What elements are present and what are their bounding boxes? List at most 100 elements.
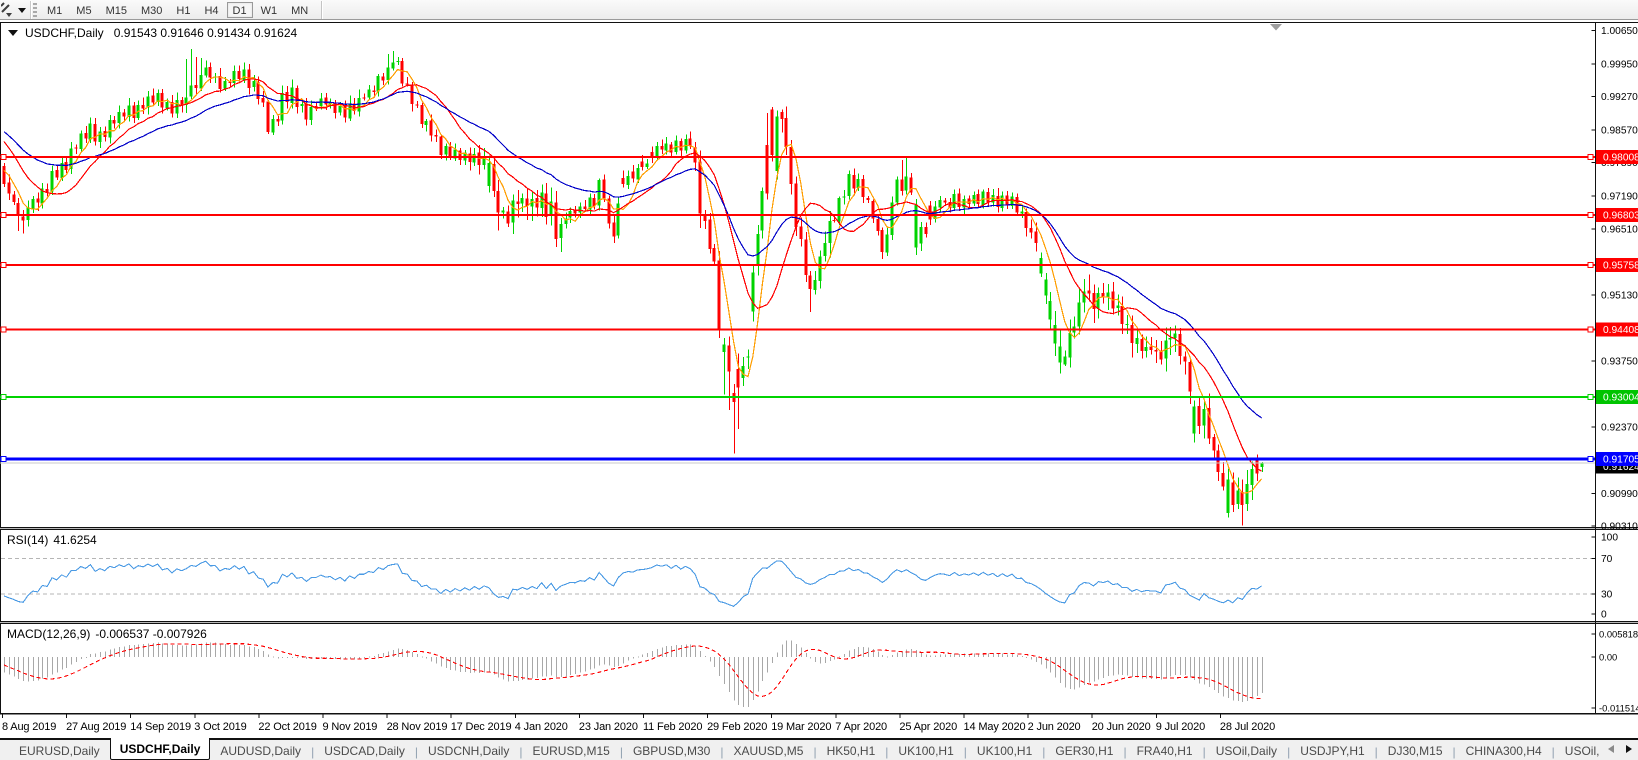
tab-symbol[interactable]: GER30,H1 bbox=[1055, 744, 1114, 758]
timeframe-button-m30[interactable]: M30 bbox=[140, 4, 163, 17]
date-axis-label[interactable]: 14 May 2020 bbox=[964, 721, 1026, 733]
timeframe-button-m15[interactable]: M15 bbox=[105, 4, 127, 17]
tabs-scroll-right-icon[interactable] bbox=[1626, 745, 1632, 753]
chart-shift-marker-icon[interactable] bbox=[1270, 24, 1282, 31]
macd-bar bbox=[479, 657, 480, 674]
candle-body bbox=[813, 279, 817, 290]
macd-bar bbox=[1122, 657, 1123, 676]
macd-bar bbox=[273, 656, 274, 658]
date-axis-label[interactable]: 28 Nov 2019 bbox=[387, 721, 448, 733]
macd-bar bbox=[494, 657, 495, 675]
timeframe-button-m5[interactable]: M5 bbox=[76, 4, 92, 17]
macd-bar bbox=[369, 656, 370, 658]
macd-bar bbox=[585, 657, 586, 672]
macd-scale-label: 0.005818 bbox=[1599, 629, 1638, 640]
candle-body bbox=[506, 211, 510, 224]
candle-body bbox=[938, 199, 942, 208]
candle-body bbox=[242, 69, 246, 81]
tab-symbol[interactable]: UK100,H1 bbox=[898, 744, 954, 758]
candle-body bbox=[184, 97, 188, 106]
chart-background[interactable] bbox=[0, 20, 1638, 740]
hline-handle[interactable] bbox=[0, 456, 7, 463]
tab-symbol[interactable]: DJ30,M15 bbox=[1387, 744, 1443, 758]
tab-symbol[interactable]: USOil,H bbox=[1564, 744, 1600, 758]
date-axis-label[interactable]: 11 Feb 2020 bbox=[643, 721, 702, 733]
hline-handle[interactable] bbox=[1587, 326, 1594, 333]
date-axis-label[interactable]: 29 Feb 2020 bbox=[707, 721, 767, 733]
date-axis-label[interactable]: 22 Oct 2019 bbox=[258, 721, 316, 733]
hline-handle[interactable] bbox=[0, 211, 7, 218]
date-axis-label[interactable]: 9 Jul 2020 bbox=[1156, 721, 1205, 733]
chart-cursor-icon[interactable] bbox=[1, 1, 15, 18]
candle-body bbox=[712, 248, 716, 262]
timeframe-button-h1[interactable]: H1 bbox=[176, 4, 191, 17]
macd-bar bbox=[623, 657, 624, 664]
candle-body bbox=[564, 218, 568, 224]
tab-symbol[interactable]: USOil,Daily bbox=[1215, 744, 1278, 758]
tab-symbol[interactable]: FRA40,H1 bbox=[1136, 744, 1193, 758]
timeframe-button-mn[interactable]: MN bbox=[291, 4, 309, 17]
tab-symbol[interactable]: GBPUSD,M30 bbox=[632, 744, 711, 758]
macd-bar bbox=[801, 647, 802, 658]
hline-handle[interactable] bbox=[0, 326, 7, 333]
candle-body bbox=[756, 234, 760, 266]
panel-separator[interactable] bbox=[0, 621, 1638, 622]
hline-handle[interactable] bbox=[0, 261, 7, 268]
date-axis-label[interactable]: 19 Mar 2020 bbox=[771, 721, 831, 733]
date-axis-label[interactable]: 4 Jan 2020 bbox=[515, 721, 568, 733]
chart-canvas[interactable]: 1.006500.999500.992700.985700.978900.971… bbox=[0, 0, 1638, 740]
tab-symbol[interactable]: EURUSD,M15 bbox=[532, 744, 610, 758]
candle-body bbox=[69, 148, 73, 170]
chart-header-caret-icon[interactable] bbox=[8, 30, 18, 36]
date-axis-label[interactable]: 7 Apr 2020 bbox=[835, 721, 887, 733]
tab-symbol[interactable]: AUDUSD,Daily bbox=[220, 744, 302, 758]
tab-symbol[interactable]: USDCNH,Daily bbox=[428, 744, 510, 758]
macd-bar bbox=[225, 644, 226, 658]
chart-menu-caret-icon[interactable] bbox=[18, 8, 26, 13]
date-axis-label[interactable]: 27 Aug 2019 bbox=[66, 721, 126, 733]
candle-body bbox=[415, 104, 419, 106]
timeframe-button-h4[interactable]: H4 bbox=[204, 4, 219, 17]
candle-body bbox=[794, 183, 798, 228]
hline-handle[interactable] bbox=[0, 393, 7, 400]
timeframe-button-m1[interactable]: M1 bbox=[47, 4, 63, 17]
hline-handle[interactable] bbox=[1587, 211, 1594, 218]
tab-symbol[interactable]: HK50,H1 bbox=[826, 744, 876, 758]
tab-symbol[interactable]: CHINA300,H4 bbox=[1465, 744, 1542, 758]
tab-symbol[interactable]: USDCAD,Daily bbox=[324, 744, 405, 758]
candle-wick bbox=[426, 118, 427, 132]
date-axis-label[interactable]: 14 Sep 2019 bbox=[130, 721, 191, 733]
hline-handle[interactable] bbox=[1587, 154, 1594, 161]
tabs-scroll-left-icon[interactable] bbox=[1608, 745, 1614, 753]
macd-bar bbox=[772, 657, 773, 664]
hline-handle[interactable] bbox=[1587, 261, 1594, 268]
date-axis-label[interactable]: 28 Jul 2020 bbox=[1220, 721, 1275, 733]
macd-bar bbox=[244, 644, 245, 658]
date-axis-label[interactable]: 23 Jan 2020 bbox=[579, 721, 638, 733]
tab-symbol[interactable]: UK100,H1 bbox=[976, 744, 1033, 758]
hline-handle[interactable] bbox=[1587, 456, 1594, 463]
date-axis-label[interactable]: 3 Oct 2019 bbox=[194, 721, 246, 733]
candle-body bbox=[1192, 406, 1196, 434]
hline-handle[interactable] bbox=[0, 154, 7, 161]
timeframe-button-w1[interactable]: W1 bbox=[260, 4, 278, 17]
rsi-scale-label: 30 bbox=[1601, 589, 1613, 600]
panel-separator[interactable] bbox=[0, 527, 1638, 528]
date-axis-label[interactable]: 9 Nov 2019 bbox=[323, 721, 378, 733]
date-axis-label[interactable]: 8 Aug 2019 bbox=[2, 721, 56, 733]
macd-bar bbox=[1252, 657, 1253, 699]
date-axis-label[interactable]: 25 Apr 2020 bbox=[899, 721, 957, 733]
tab-symbol[interactable]: XAUUSD,M5 bbox=[733, 744, 804, 758]
tab-symbol[interactable]: EURUSD,Daily bbox=[19, 744, 100, 758]
tab-symbol-active[interactable]: USDCHF,Daily bbox=[109, 738, 211, 760]
candle-body bbox=[885, 234, 889, 253]
date-axis-label[interactable]: 2 Jun 2020 bbox=[1028, 721, 1081, 733]
candle-body bbox=[727, 345, 731, 372]
tab-symbol[interactable]: USDJPY,H1 bbox=[1300, 744, 1365, 758]
tab-separator: | bbox=[519, 745, 523, 759]
hline-handle[interactable] bbox=[1587, 393, 1594, 400]
timeframe-button-d1[interactable]: D1 bbox=[226, 1, 253, 18]
date-axis-label[interactable]: 20 Jun 2020 bbox=[1092, 721, 1151, 733]
toolbar-drag-grip[interactable] bbox=[33, 2, 37, 17]
date-axis-label[interactable]: 17 Dec 2019 bbox=[451, 721, 512, 733]
